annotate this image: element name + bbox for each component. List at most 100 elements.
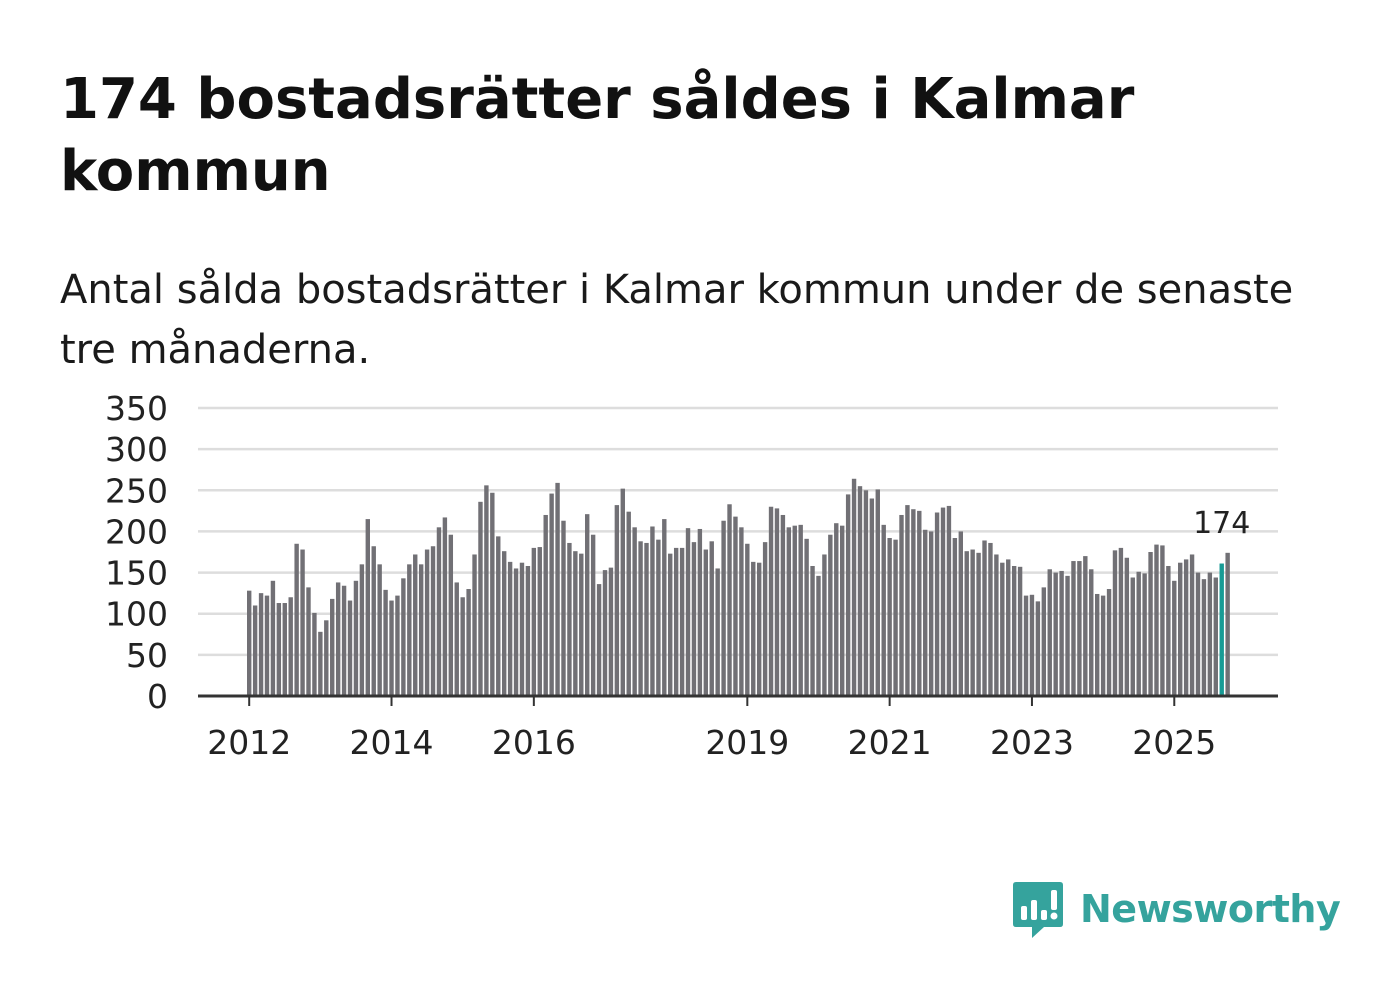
bar [478,501,483,696]
bar [395,595,400,696]
bar [573,551,578,696]
bar [751,561,756,696]
bar [893,539,898,696]
bar [324,620,329,696]
bar [756,562,762,696]
bar [543,514,548,696]
bar [703,549,709,696]
x-tick-label: 2025 [1132,723,1216,762]
bar [869,498,875,696]
bar [1053,572,1058,696]
bar [365,519,370,696]
bar [952,538,958,696]
bar [294,543,299,696]
bar [845,494,851,696]
bar [436,527,442,696]
bar [620,488,625,696]
bar [1029,594,1035,696]
bar [828,534,833,696]
bar [673,547,679,696]
bar [608,567,614,696]
bar [472,554,477,696]
bar [1077,561,1082,696]
bar [739,527,744,696]
bar [1118,547,1124,696]
bar [1089,569,1094,696]
bar [335,582,341,696]
bar [1172,580,1177,696]
bar [1189,554,1195,696]
bar [567,542,572,696]
bar [330,598,335,696]
bar [537,547,542,696]
bar [270,580,276,696]
x-tick-label: 2014 [350,723,434,762]
bar [887,538,892,696]
bar [840,525,845,696]
bars [247,478,1230,696]
newsworthy-logo-icon [1013,882,1063,938]
bar [590,534,596,696]
highlight-bar [1219,563,1224,696]
bar [507,561,513,696]
bar [1136,571,1141,696]
bar [685,528,691,696]
brand-name: Newsworthy [1080,887,1341,931]
bar [970,549,975,696]
bar [727,504,732,696]
bar [934,512,940,696]
bar [501,551,507,696]
bar [1106,589,1112,696]
bar [1160,545,1165,696]
bar [312,612,317,696]
y-tick-label: 250 [105,471,168,510]
bar [964,551,969,696]
bar [448,534,454,696]
bar [679,547,685,696]
bar [442,517,448,696]
x-tick-label: 2016 [492,723,576,762]
bar [804,538,809,696]
bar [668,553,673,696]
bar [1207,572,1213,696]
bar [418,564,424,696]
bar [881,524,886,696]
bar [1059,570,1064,696]
bar [519,562,525,696]
bar [816,575,821,696]
bar [834,523,839,696]
bar [614,505,620,696]
bar [638,541,643,696]
bar [768,506,774,696]
bar [496,536,501,696]
bar [1112,550,1118,696]
bar [1017,566,1023,696]
bar [875,489,880,696]
bar [994,554,999,696]
bar [810,565,815,696]
bar [1178,562,1183,696]
data-labels: 174 [1193,506,1250,541]
bar [596,584,602,696]
bar [383,589,388,696]
bar [762,542,768,696]
bar [863,490,869,696]
bar [454,582,459,696]
bar [525,565,531,696]
bar [1183,559,1189,696]
bar [798,524,803,696]
bar [1047,569,1052,696]
bar [252,605,258,696]
bar [549,493,554,696]
bar [401,578,406,696]
bar [276,603,282,696]
bar [389,600,394,696]
x-tick-label: 2012 [207,723,291,762]
y-tick-label: 100 [105,595,168,634]
bar [780,514,786,696]
y-tick-label: 350 [105,389,168,428]
bar [928,531,934,696]
bar [851,478,857,696]
chart-subtitle: Antal sålda bostadsrätter i Kalmar kommu… [60,267,1294,373]
